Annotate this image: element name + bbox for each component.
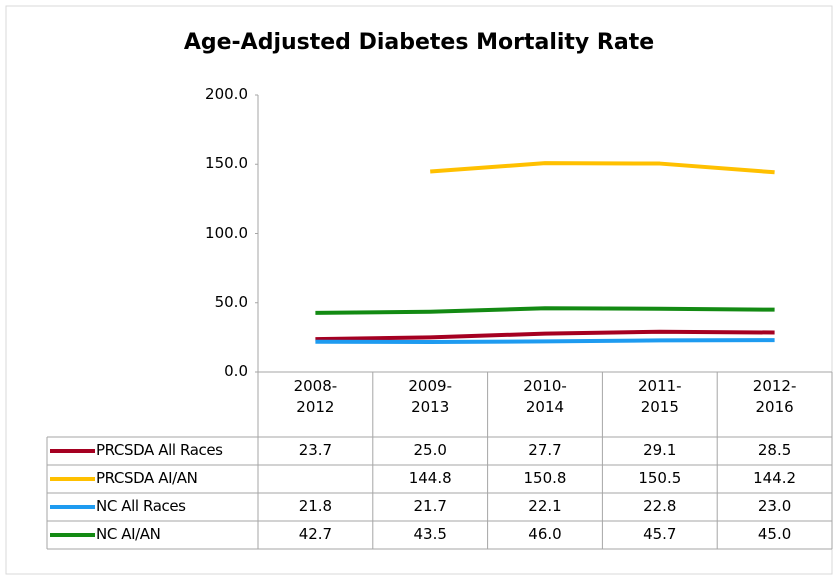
legend-label: PRCSDA All Races [96,441,223,459]
data-label: 23.7 [298,441,333,459]
data-label: 23.0 [757,497,792,515]
series-line [315,329,775,342]
chart-border [5,5,833,575]
data-label: 22.8 [643,497,677,515]
data-label: 21.8 [298,497,333,515]
y-tick-label: 150.0 [205,154,248,173]
data-label: 27.7 [528,441,562,459]
legend-label: NC AI/AN [96,525,161,543]
y-tick-label: 0.0 [224,362,248,380]
data-label: 150.5 [638,469,682,487]
legend-label: NC All Races [96,497,186,515]
x-tick-label: 2008- 2012 [293,377,338,416]
data-label: 45.0 [757,525,792,543]
x-tick-label: 2009- 2013 [408,377,452,416]
data-label: 42.7 [298,525,333,543]
data-label: 144.2 [753,469,797,487]
chart-title: Age-Adjusted Diabetes Mortality Rate [183,30,655,55]
data-label: 21.7 [413,497,447,515]
data-label: 144.8 [408,469,452,487]
legend-label: PRCSDA AI/AN [96,469,198,487]
data-label: 29.1 [643,441,677,459]
x-tick-label: 2011- 2015 [637,377,682,416]
data-label: 43.5 [413,525,447,543]
y-tick-label: 100.0 [205,223,248,242]
data-label: 45.7 [643,525,677,543]
data-label: 46.0 [528,525,562,543]
x-tick-label: 2012- 2016 [752,377,797,416]
data-label: 25.0 [413,441,447,459]
data-label: 28.5 [757,441,792,459]
data-label: 22.1 [528,497,562,515]
y-tick-label: 200.0 [205,85,248,103]
data-label: 150.8 [523,469,567,487]
y-tick-label: 50.0 [214,292,248,311]
x-tick-label: 2010- 2014 [523,377,567,416]
series-line [315,306,775,315]
series-line [430,161,775,175]
series-line [315,338,775,344]
